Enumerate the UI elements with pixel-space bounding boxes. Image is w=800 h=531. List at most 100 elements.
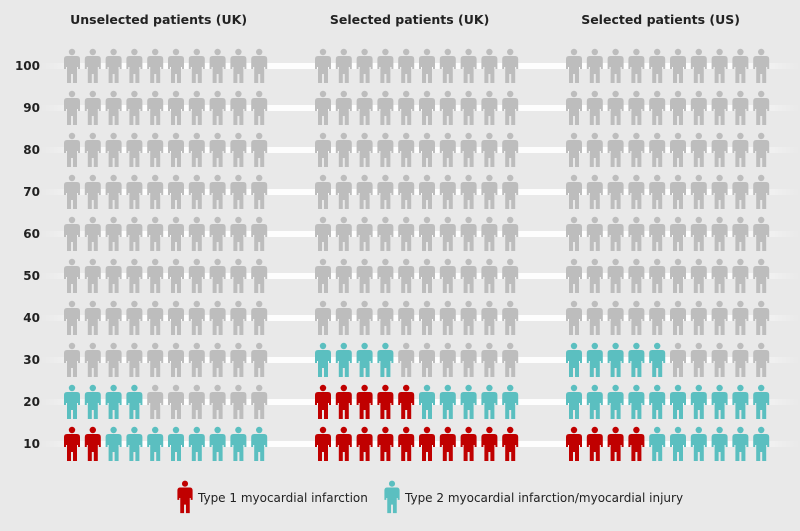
person-icon-other bbox=[439, 342, 456, 377]
person-icon-other bbox=[315, 216, 331, 251]
person-icon-other bbox=[649, 300, 666, 335]
person-icon-type2 bbox=[607, 384, 624, 419]
person-icon-other bbox=[502, 258, 519, 293]
person-icon-type2 bbox=[566, 384, 582, 419]
person-icon-other bbox=[105, 48, 122, 83]
person-icon-type2 bbox=[84, 384, 101, 419]
person-icon-other bbox=[230, 342, 247, 377]
person-icon-other bbox=[566, 258, 582, 293]
person-icon-other bbox=[147, 174, 164, 209]
person-icon-other bbox=[251, 216, 268, 251]
person-icon-other bbox=[690, 258, 707, 293]
person-icon-other bbox=[209, 132, 226, 167]
person-icon-other bbox=[753, 342, 770, 377]
person-icon-other bbox=[251, 90, 268, 125]
person-icon-other bbox=[147, 300, 164, 335]
person-icon-other bbox=[586, 174, 603, 209]
person-icon-other bbox=[460, 342, 477, 377]
person-icon-type2 bbox=[649, 384, 666, 419]
person-icon-other bbox=[356, 132, 373, 167]
person-icon-other bbox=[439, 258, 456, 293]
person-icon-other bbox=[607, 132, 624, 167]
person-icon-other bbox=[315, 258, 331, 293]
person-icon-other bbox=[753, 90, 770, 125]
person-icon-other bbox=[188, 300, 205, 335]
person-icon-other bbox=[732, 216, 749, 251]
person-icon-type2 bbox=[628, 384, 645, 419]
person-icon-other bbox=[419, 90, 435, 125]
person-icon-other bbox=[188, 174, 205, 209]
person-icon-other bbox=[398, 48, 415, 83]
person-icon-type2 bbox=[732, 384, 749, 419]
person-icon-type2 bbox=[460, 384, 477, 419]
person-icon-other bbox=[711, 174, 728, 209]
y-tick-label: 60 bbox=[23, 227, 40, 241]
person-icon-other bbox=[84, 342, 101, 377]
person-icon-other bbox=[147, 384, 164, 419]
person-icon-other bbox=[168, 132, 184, 167]
person-icon-type1 bbox=[64, 426, 80, 461]
person-icon-other bbox=[628, 132, 645, 167]
person-icon-other bbox=[460, 48, 477, 83]
legend-person-icon bbox=[384, 480, 400, 514]
person-icon-other bbox=[439, 90, 456, 125]
person-icon-other bbox=[711, 300, 728, 335]
person-icon-type2 bbox=[690, 426, 707, 461]
person-icon-other bbox=[335, 90, 352, 125]
person-icon-other bbox=[439, 132, 456, 167]
person-icon-other bbox=[628, 300, 645, 335]
person-icon-type1 bbox=[356, 426, 373, 461]
person-icon-other bbox=[732, 48, 749, 83]
person-icon-other bbox=[147, 216, 164, 251]
panel-icons bbox=[566, 48, 770, 461]
person-icon-type2 bbox=[315, 342, 331, 377]
person-icon-type1 bbox=[439, 426, 456, 461]
person-icon-other bbox=[439, 48, 456, 83]
person-icon-other bbox=[335, 132, 352, 167]
person-icon-other bbox=[690, 342, 707, 377]
person-icon-other bbox=[84, 300, 101, 335]
person-icon-type2 bbox=[566, 342, 582, 377]
person-icon-other bbox=[356, 90, 373, 125]
person-icon-type2 bbox=[670, 426, 686, 461]
person-icon-other bbox=[84, 90, 101, 125]
person-icon-other bbox=[481, 48, 498, 83]
person-icon-type2 bbox=[147, 426, 164, 461]
person-icon-other bbox=[711, 132, 728, 167]
panel-title: Selected patients (US) bbox=[581, 12, 740, 27]
person-icon-type2 bbox=[126, 384, 143, 419]
person-icon-other bbox=[502, 132, 519, 167]
person-icon-other bbox=[690, 132, 707, 167]
person-icon-other bbox=[315, 90, 331, 125]
person-icon-other bbox=[670, 258, 686, 293]
person-icon-type1 bbox=[377, 384, 394, 419]
person-icon-type2 bbox=[335, 342, 352, 377]
person-icon-other bbox=[398, 174, 415, 209]
person-icon-other bbox=[209, 258, 226, 293]
person-icon-other bbox=[628, 216, 645, 251]
person-icon-other bbox=[230, 90, 247, 125]
person-icon-other bbox=[230, 216, 247, 251]
person-icon-other bbox=[607, 216, 624, 251]
legend-item: Type 1 myocardial infarction bbox=[177, 480, 368, 514]
person-icon-other bbox=[64, 132, 80, 167]
legend-label: Type 1 myocardial infarction bbox=[197, 491, 368, 505]
panel-title: Unselected patients (UK) bbox=[70, 12, 247, 27]
person-icon-other bbox=[251, 132, 268, 167]
person-icon-other bbox=[251, 48, 268, 83]
person-icon-other bbox=[64, 174, 80, 209]
person-icon-other bbox=[188, 48, 205, 83]
person-icon-other bbox=[230, 300, 247, 335]
person-icon-type1 bbox=[566, 426, 582, 461]
person-icon-other bbox=[168, 258, 184, 293]
legend-item: Type 2 myocardial infarction/myocardial … bbox=[384, 480, 683, 514]
person-icon-other bbox=[126, 342, 143, 377]
person-icon-type2 bbox=[753, 426, 770, 461]
person-icon-other bbox=[315, 300, 331, 335]
person-icon-other bbox=[586, 132, 603, 167]
person-icon-other bbox=[377, 132, 394, 167]
person-icon-other bbox=[439, 216, 456, 251]
person-icon-other bbox=[732, 258, 749, 293]
person-icon-other bbox=[251, 258, 268, 293]
